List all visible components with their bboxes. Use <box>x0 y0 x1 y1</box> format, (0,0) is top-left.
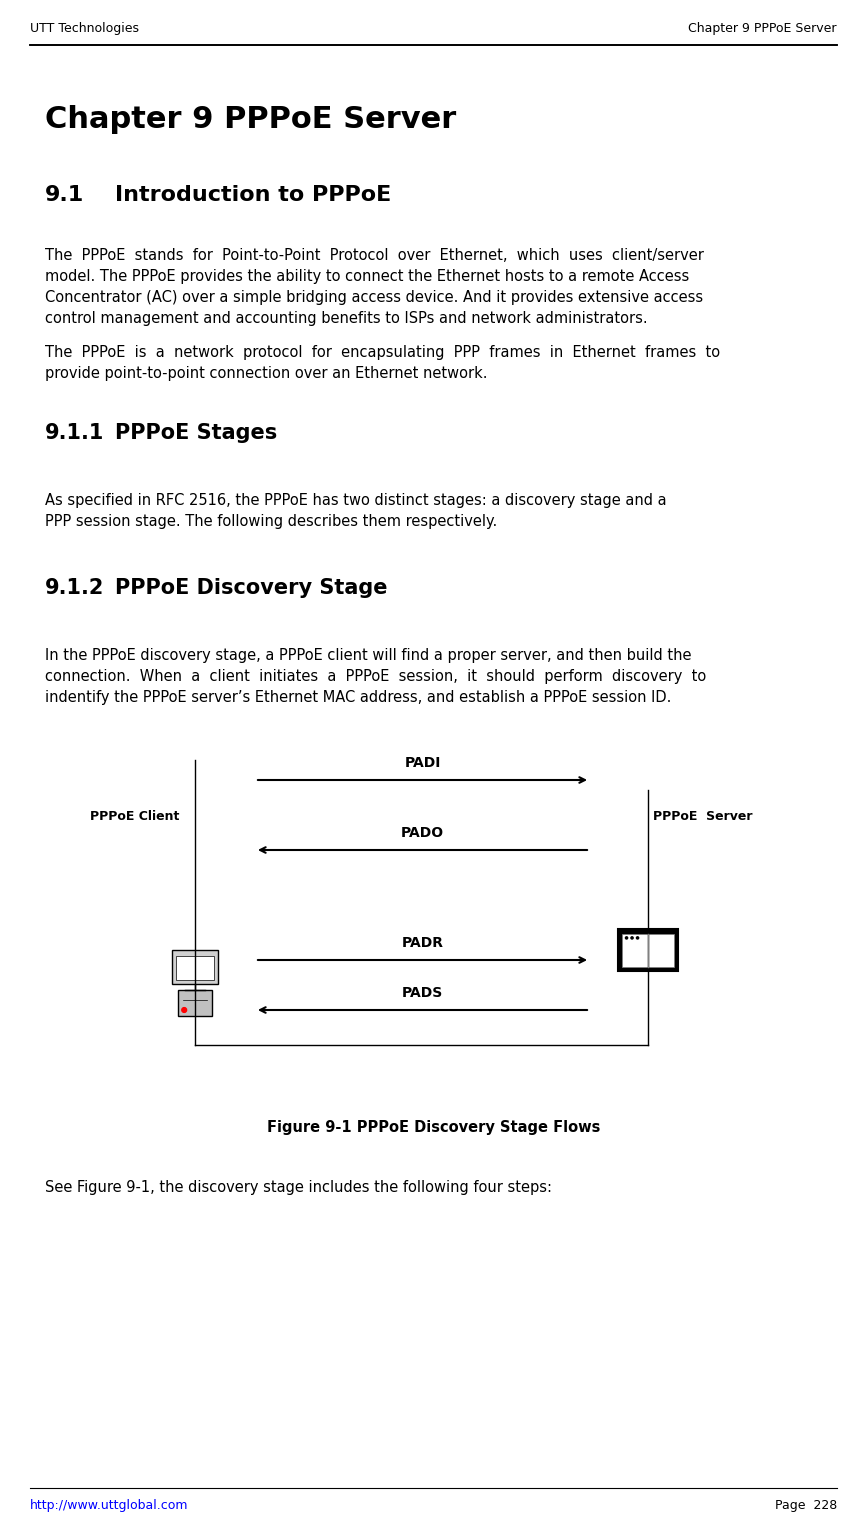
Text: PADO: PADO <box>401 825 444 841</box>
Text: PPPoE Client: PPPoE Client <box>90 810 179 822</box>
Text: Chapter 9 PPPoE Server: Chapter 9 PPPoE Server <box>45 105 456 134</box>
Circle shape <box>636 937 639 940</box>
Text: PPP session stage. The following describes them respectively.: PPP session stage. The following describ… <box>45 513 498 528</box>
Text: In the PPPoE discovery stage, a PPPoE client will find a proper server, and then: In the PPPoE discovery stage, a PPPoE cl… <box>45 647 692 663</box>
Circle shape <box>631 937 633 940</box>
Text: provide point-to-point connection over an Ethernet network.: provide point-to-point connection over a… <box>45 366 487 381</box>
FancyBboxPatch shape <box>179 990 212 1016</box>
Text: PADS: PADS <box>402 985 443 1001</box>
Text: 9.1.2: 9.1.2 <box>45 579 104 599</box>
Text: Concentrator (AC) over a simple bridging access device. And it provides extensiv: Concentrator (AC) over a simple bridging… <box>45 289 703 305</box>
FancyBboxPatch shape <box>618 929 678 970</box>
Text: 9.1.1: 9.1.1 <box>45 423 104 443</box>
Circle shape <box>182 1008 186 1013</box>
FancyBboxPatch shape <box>176 956 214 979</box>
Text: control management and accounting benefits to ISPs and network administrators.: control management and accounting benefi… <box>45 311 648 326</box>
Text: PADR: PADR <box>401 937 444 950</box>
Text: UTT Technologies: UTT Technologies <box>30 21 139 35</box>
Text: model. The PPPoE provides the ability to connect the Ethernet hosts to a remote : model. The PPPoE provides the ability to… <box>45 270 689 283</box>
Text: As specified in RFC 2516, the PPPoE has two distinct stages: a discovery stage a: As specified in RFC 2516, the PPPoE has … <box>45 493 667 509</box>
Text: 9.1: 9.1 <box>45 184 84 206</box>
Text: PPPoE Stages: PPPoE Stages <box>115 423 277 443</box>
Text: Introduction to PPPoE: Introduction to PPPoE <box>115 184 391 206</box>
Text: Chapter 9 PPPoE Server: Chapter 9 PPPoE Server <box>688 21 837 35</box>
Text: PADI: PADI <box>404 755 440 771</box>
Circle shape <box>625 937 628 940</box>
Text: Page  228: Page 228 <box>775 1499 837 1511</box>
Text: See Figure 9-1, the discovery stage includes the following four steps:: See Figure 9-1, the discovery stage incl… <box>45 1180 552 1196</box>
Text: The  PPPoE  is  a  network  protocol  for  encapsulating  PPP  frames  in  Ether: The PPPoE is a network protocol for enca… <box>45 346 720 359</box>
Text: connection.  When  a  client  initiates  a  PPPoE  session,  it  should  perform: connection. When a client initiates a PP… <box>45 669 707 684</box>
Text: http://www.uttglobal.com: http://www.uttglobal.com <box>30 1499 188 1511</box>
Text: PPPoE Discovery Stage: PPPoE Discovery Stage <box>115 579 388 599</box>
Text: The  PPPoE  stands  for  Point-to-Point  Protocol  over  Ethernet,  which  uses : The PPPoE stands for Point-to-Point Prot… <box>45 248 704 263</box>
FancyBboxPatch shape <box>623 934 674 967</box>
Text: Figure 9-1 PPPoE Discovery Stage Flows: Figure 9-1 PPPoE Discovery Stage Flows <box>267 1119 601 1135</box>
Text: PPPoE  Server: PPPoE Server <box>653 810 753 822</box>
Text: indentify the PPPoE server’s Ethernet MAC address, and establish a PPPoE session: indentify the PPPoE server’s Ethernet MA… <box>45 690 671 705</box>
FancyBboxPatch shape <box>173 950 218 984</box>
